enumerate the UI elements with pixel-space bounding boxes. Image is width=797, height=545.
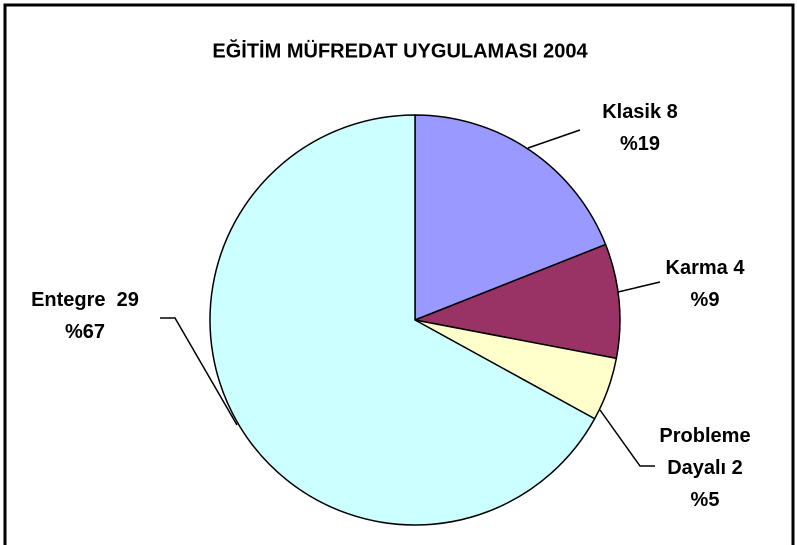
leader-line — [160, 317, 238, 426]
category-label: Karma 4 — [665, 257, 745, 279]
slice-label: Probleme Dayalı 2 %5 — [645, 420, 765, 516]
pie-slice — [414, 114, 607, 322]
slice-label: Klasik 8 %19 — [580, 96, 700, 160]
percent-label: %19 — [619, 133, 661, 155]
category-label: Klasik 8 — [602, 101, 678, 123]
leader-line — [617, 281, 661, 293]
percent-label: %9 — [690, 289, 720, 311]
slice-label: Entegre 29 %67 — [10, 284, 160, 348]
slice-label: Karma 4 %9 — [645, 252, 765, 316]
pie-slice — [412, 243, 621, 360]
pie-slice — [209, 114, 596, 526]
leader-line — [599, 409, 655, 467]
percent-label: %5 — [690, 489, 720, 511]
chart-title: EĞİTİM MÜFREDAT UYGULAMASI 2004 — [212, 38, 588, 62]
percent-label: %67 — [64, 321, 106, 343]
category-label: Probleme Dayalı 2 — [659, 425, 757, 479]
leader-line — [527, 129, 581, 149]
category-label: Entegre 29 — [31, 289, 139, 311]
